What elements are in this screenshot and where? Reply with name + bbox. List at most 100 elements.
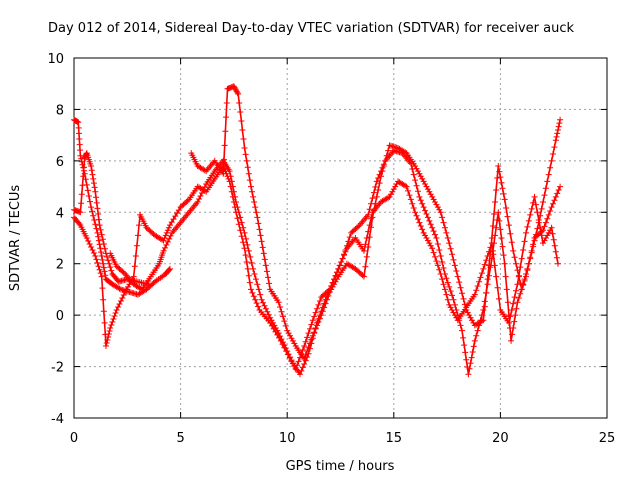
- data-point: [513, 306, 519, 312]
- data-point: [243, 151, 249, 157]
- data-point: [100, 297, 106, 303]
- data-point: [475, 328, 481, 334]
- data-point: [374, 194, 380, 200]
- data-point: [554, 255, 560, 261]
- data-point: [439, 276, 445, 282]
- data-point: [482, 304, 488, 310]
- data-point: [513, 261, 519, 267]
- data-point: [443, 275, 449, 281]
- data-point: [493, 274, 499, 280]
- data-point: [249, 290, 255, 296]
- y-axis-label: SDTVAR / TECUs: [8, 185, 23, 292]
- data-point: [555, 261, 561, 267]
- data-point: [281, 318, 287, 324]
- data-point: [508, 338, 514, 344]
- data-point: [522, 238, 528, 244]
- data-point: [372, 184, 378, 190]
- y-tick-label: 10: [47, 52, 64, 67]
- data-point: [519, 256, 525, 262]
- data-point: [505, 299, 511, 305]
- data-point: [257, 292, 263, 298]
- data-point: [256, 226, 262, 232]
- data-point: [475, 283, 481, 289]
- data-point: [445, 297, 451, 303]
- data-point: [414, 213, 420, 219]
- data-point: [544, 178, 550, 184]
- data-point: [222, 142, 228, 148]
- data-point: [261, 303, 267, 309]
- data-point: [77, 147, 83, 153]
- data-point: [94, 260, 100, 266]
- data-point: [496, 296, 502, 302]
- data-point: [168, 233, 174, 239]
- data-point: [242, 145, 248, 151]
- data-point: [546, 172, 552, 178]
- data-point: [255, 304, 261, 310]
- data-point: [98, 227, 104, 233]
- data-point: [516, 295, 522, 301]
- data-point: [411, 172, 417, 178]
- data-point: [459, 328, 465, 334]
- data-point: [505, 214, 511, 220]
- x-tick-label: 20: [492, 431, 509, 446]
- data-point: [78, 200, 84, 206]
- data-point: [504, 286, 510, 292]
- data-point: [501, 191, 507, 197]
- data-point: [240, 136, 246, 142]
- data-point: [509, 239, 515, 245]
- data-point: [516, 274, 522, 280]
- data-point: [498, 235, 504, 241]
- sdtvar-chart: Day 012 of 2014, Sidereal Day-to-day VTE…: [0, 0, 640, 480]
- data-point: [313, 326, 319, 332]
- data-point: [469, 355, 475, 361]
- data-point: [236, 100, 242, 106]
- data-point: [114, 307, 120, 313]
- data-point: [480, 266, 486, 272]
- series-line-track-c: [74, 151, 560, 375]
- data-point: [250, 194, 256, 200]
- data-point: [99, 257, 105, 263]
- data-point: [104, 340, 110, 346]
- data-point: [367, 206, 373, 212]
- data-point: [411, 205, 417, 211]
- data-point: [556, 187, 562, 193]
- data-point: [513, 288, 519, 294]
- data-point: [540, 199, 546, 205]
- data-point: [259, 297, 265, 303]
- data-point: [255, 220, 261, 226]
- data-point: [550, 201, 556, 207]
- data-point: [555, 127, 561, 133]
- data-point: [465, 371, 471, 377]
- data-point: [263, 262, 269, 268]
- data-point: [260, 300, 266, 306]
- data-point: [501, 252, 507, 258]
- data-point: [259, 238, 265, 244]
- data-point: [119, 295, 125, 301]
- chart-title: Day 012 of 2014, Sidereal Day-to-day VTE…: [48, 21, 574, 36]
- data-point: [421, 204, 427, 210]
- x-tick-label: 0: [70, 431, 78, 446]
- data-point: [547, 165, 553, 171]
- data-point: [89, 167, 95, 173]
- grid: [74, 58, 607, 418]
- data-point: [503, 274, 509, 280]
- data-point: [415, 188, 421, 194]
- data-point: [514, 299, 520, 305]
- data-point: [113, 310, 119, 316]
- data-point: [543, 220, 549, 226]
- data-point: [96, 217, 102, 223]
- data-point: [429, 225, 435, 231]
- data-point: [543, 185, 549, 191]
- data-point: [418, 223, 424, 229]
- data-point: [448, 288, 454, 294]
- data-point: [479, 270, 485, 276]
- data-point: [251, 199, 257, 205]
- data-point: [224, 100, 230, 106]
- data-point: [506, 222, 512, 228]
- data-point: [502, 261, 508, 267]
- data-point: [415, 216, 421, 222]
- data-point: [441, 220, 447, 226]
- data-point: [412, 177, 418, 183]
- data-point: [253, 276, 259, 282]
- data-point: [166, 236, 172, 242]
